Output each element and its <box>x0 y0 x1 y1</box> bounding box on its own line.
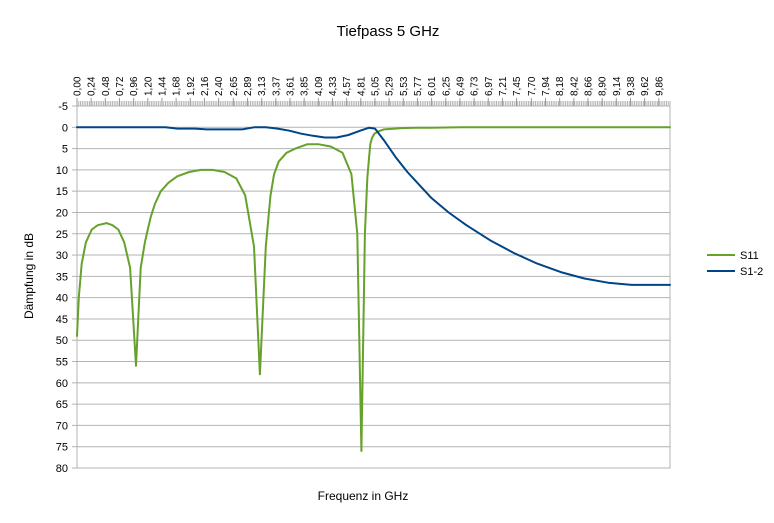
legend-label: S11 <box>740 250 759 262</box>
x-tick-label: 3,85 <box>300 76 311 96</box>
y-tick-label: 20 <box>56 207 68 219</box>
x-tick-label: 1,68 <box>172 76 183 96</box>
x-tick-label: 9,14 <box>612 76 623 96</box>
plot-area <box>76 105 671 469</box>
legend: S11 S1-2 <box>707 250 763 278</box>
x-tick-label: 9,62 <box>640 76 651 96</box>
x-tick-label: 7,94 <box>541 76 552 96</box>
x-tick-label: 3,37 <box>271 76 282 96</box>
x-tick-label: 8,42 <box>569 76 580 96</box>
x-tick-label: 6,97 <box>484 76 495 96</box>
y-tick-label: 30 <box>56 250 68 262</box>
chart-title: Tiefpass 5 GHz <box>337 23 440 40</box>
x-tick-label: 4,57 <box>342 76 353 96</box>
x-tick-label: 0,48 <box>101 76 112 96</box>
y-tick-label: 25 <box>56 229 68 241</box>
x-tick-label: 6,73 <box>470 76 481 96</box>
y-tick-label: 50 <box>56 335 68 347</box>
x-tick-label: 5,05 <box>370 76 381 96</box>
x-tick-label: 9,38 <box>626 76 637 96</box>
y-tick-label: 10 <box>56 165 68 177</box>
legend-label: S1-2 <box>740 266 763 278</box>
y-tick-label: 45 <box>56 314 68 326</box>
x-tick-label: 8,18 <box>555 76 566 96</box>
series-lines <box>76 126 671 452</box>
x-tick-label: 5,77 <box>413 76 424 96</box>
x-tick-label: 6,01 <box>427 76 438 96</box>
x-tick-label: 8,66 <box>583 76 594 96</box>
y-tick-label: -5 <box>58 101 68 113</box>
y-tick-label: 60 <box>56 378 68 390</box>
x-tick-label: 3,13 <box>257 76 268 96</box>
y-axis-label: Dämpfung in dB <box>22 233 36 319</box>
x-tick-label: 1,20 <box>143 76 154 96</box>
grid-lines <box>77 105 670 469</box>
x-tick-label: 0,24 <box>87 76 98 96</box>
x-tick-label: 0,72 <box>115 76 126 96</box>
x-tick-label: 4,33 <box>328 76 339 96</box>
x-tick-label: 2,65 <box>229 76 240 96</box>
x-tick-label: 4,09 <box>314 76 325 96</box>
y-tick-label: 40 <box>56 293 68 305</box>
y-tick-label: 55 <box>56 357 68 369</box>
x-tick-label: 7,21 <box>498 76 509 96</box>
x-tick-label: 5,53 <box>399 76 410 96</box>
x-tick-label: 0,96 <box>129 76 140 96</box>
x-axis-ticks: 0,00 0,24 0,48 0,72 0,96 1,20 1,44 1,68 1,92 2,16… <box>73 76 671 106</box>
x-tick-label: 5,29 <box>385 76 396 96</box>
x-tick-label: 9,86 <box>654 76 665 96</box>
x-tick-label: 6,25 <box>441 76 452 96</box>
x-tick-label: 8,90 <box>598 76 609 96</box>
y-tick-label: 70 <box>56 420 68 432</box>
y-tick-label: 5 <box>62 144 68 156</box>
y-tick-label: 65 <box>56 399 68 411</box>
x-tick-label: 3,61 <box>286 76 297 96</box>
y-tick-label: 80 <box>56 463 68 475</box>
x-tick-label: 4,81 <box>356 76 367 96</box>
y-tick-label: 15 <box>56 186 68 198</box>
x-tick-label: 1,44 <box>157 76 168 96</box>
x-tick-label: 1,92 <box>186 76 197 96</box>
x-tick-label: 2,89 <box>243 76 254 96</box>
x-tick-label: 7,45 <box>512 76 523 96</box>
series-line-s1-2 <box>76 126 671 286</box>
series-line-s11 <box>76 126 671 452</box>
x-tick-label: 2,16 <box>200 76 211 96</box>
x-tick-label: 7,70 <box>527 76 538 96</box>
x-tick-label: 2,40 <box>214 76 225 96</box>
x-axis-label: Frequenz in GHz <box>318 489 409 503</box>
y-tick-label: 75 <box>56 442 68 454</box>
x-tick-label: 6,49 <box>455 76 466 96</box>
y-tick-label: 0 <box>62 122 68 134</box>
y-tick-label: 35 <box>56 271 68 283</box>
x-tick-label: 0,00 <box>73 76 84 96</box>
y-axis-ticks: -5 0 5 10 15 20 25 30 35 40 45 50 55 60 65 70 75 80 <box>56 101 77 475</box>
